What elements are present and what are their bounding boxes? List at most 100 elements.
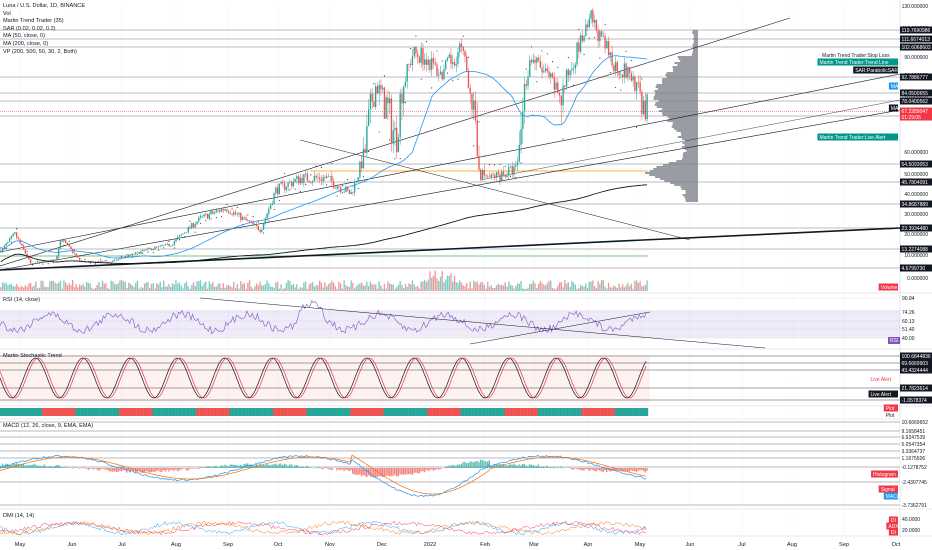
macd-histogram-bar [549, 467, 552, 468]
candle-body [269, 204, 272, 210]
money-bar [1, 408, 4, 416]
volume-bar [592, 280, 594, 291]
macd-title: MACD (12, 26, close, 9, EMA, EMA) [3, 423, 93, 429]
sar-dot [604, 24, 606, 26]
money-bar [155, 408, 158, 416]
money-bar [383, 408, 386, 416]
macd-histogram-bar [327, 468, 329, 470]
macd-histogram-bar [283, 463, 286, 468]
money-bar [31, 408, 34, 416]
sar-dot [446, 72, 449, 74]
legend-ma50[interactable]: MA (50, close, 0) [3, 33, 45, 40]
candle-body [339, 187, 342, 193]
money-bar [387, 408, 389, 416]
macd-histogram-bar [632, 468, 634, 472]
money-bar [236, 408, 239, 416]
macd-histogram-bar [208, 466, 210, 468]
macd-histogram-bar [385, 468, 387, 476]
rsi-title: RSI (14, close) [3, 297, 40, 303]
money-bar [148, 408, 151, 416]
candle-body [604, 36, 606, 49]
money-bar [548, 408, 551, 416]
macd-histogram-bar [159, 468, 161, 472]
macd-histogram-bar [227, 466, 230, 468]
sar-dot [199, 222, 202, 224]
sar-dot [431, 87, 433, 89]
candle-body [147, 248, 149, 250]
candle-body [19, 239, 21, 244]
time-axis: May Jun Jul Aug Sep Oct Nov Dec 2022 Feb Mar Apr May… [15, 542, 901, 548]
macd-histogram-bar [308, 467, 310, 468]
macd-histogram-bar [45, 466, 47, 468]
volume-bar [420, 281, 422, 291]
volume-bar [212, 282, 214, 291]
macd-histogram-bar [141, 468, 144, 473]
symbol-title[interactable]: Luna / U.S. Dollar, 1D, BINANCE [3, 3, 86, 9]
money-bar [430, 408, 433, 416]
volume-bar [171, 283, 174, 291]
legend-volume[interactable]: Vol [3, 10, 11, 17]
money-bar [313, 408, 316, 416]
sar-dot [247, 214, 249, 216]
money-bar [427, 408, 430, 416]
candle-body [396, 127, 398, 153]
legend-trend-trader[interactable]: Martin Trend Trader (35) [3, 18, 64, 25]
macd-histogram-bar [52, 466, 54, 468]
sar-dot [573, 84, 575, 86]
dmi-line [0, 520, 647, 536]
volume-bar [359, 283, 361, 291]
legend-ma200[interactable]: MA (200, close, 0) [3, 40, 49, 47]
sar-dot [299, 190, 301, 193]
profile-bin [674, 62, 698, 64]
money-bar [385, 408, 388, 416]
macd-histogram-bar [341, 468, 343, 470]
chart-legend: Luna / U.S. Dollar, 1D, BINANCE Vol Mart… [3, 3, 85, 56]
legend-sar[interactable]: SAR (0.02, 0.02, 0.2) [3, 25, 56, 32]
volume-bar [408, 283, 410, 291]
money-bar [332, 408, 335, 416]
candle-body [389, 98, 391, 104]
macd-histogram-bar [173, 468, 175, 472]
sar-dot [331, 163, 333, 165]
money-bar [623, 408, 626, 416]
profile-bin [681, 138, 698, 140]
macd-histogram-bar [446, 466, 449, 468]
money-bar [401, 408, 404, 416]
volume-bar [522, 288, 524, 291]
candle-body [5, 243, 7, 246]
money-bar [570, 408, 573, 416]
profile-bin [692, 46, 698, 48]
volume-bar [620, 287, 622, 291]
legend-vp[interactable]: VP (200, 500, 50, 30, 2, Both) [3, 48, 77, 55]
candle-body [63, 240, 65, 242]
volume-bar [352, 282, 354, 291]
money-bar [124, 408, 127, 416]
countdown-text: 01:29:05 [902, 115, 922, 121]
money-bar [283, 408, 286, 416]
volume-bar [611, 287, 613, 291]
sar-dot [425, 41, 428, 43]
money-bar [532, 408, 535, 416]
candle-body [12, 234, 14, 237]
volume-bar [112, 281, 114, 291]
candle-body [133, 253, 135, 255]
sar-dot [121, 255, 123, 257]
stoch-tag-bg [900, 352, 932, 360]
profile-bin [649, 170, 698, 172]
level-tag-text: 34.8687889 [902, 202, 929, 208]
candle-body [369, 93, 372, 110]
macd-histogram-bar [42, 465, 44, 468]
macd-histogram-bar [168, 468, 170, 472]
candle-body [192, 223, 195, 228]
macd-histogram-bar [451, 464, 454, 468]
volume-bar [177, 283, 179, 291]
candle-body [424, 59, 426, 65]
volume-bar [441, 271, 443, 291]
money-bar [539, 408, 542, 416]
candle-body [196, 221, 198, 225]
volume-bar [436, 278, 438, 291]
money-bar [416, 408, 419, 416]
sar-dot [457, 78, 459, 80]
macd-histogram-bar [189, 468, 191, 470]
macd-histogram-bar [82, 467, 84, 468]
